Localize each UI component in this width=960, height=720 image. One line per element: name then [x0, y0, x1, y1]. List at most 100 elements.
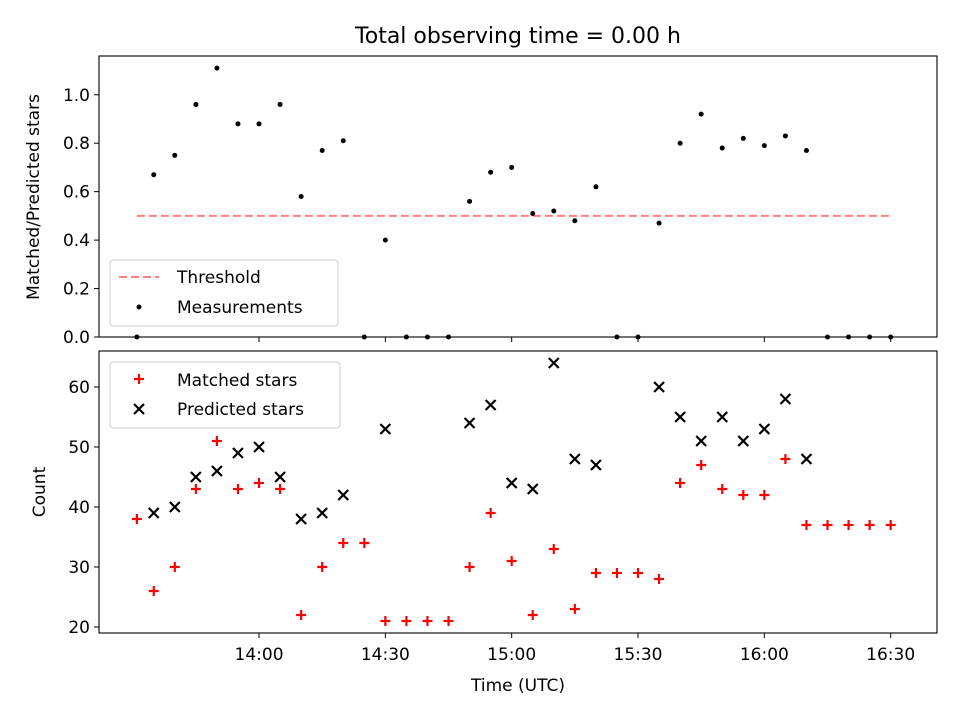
legend-threshold-label: Threshold [176, 268, 261, 288]
predicted-star-point [758, 423, 771, 435]
top-y-tick-label: 0.4 [63, 231, 90, 251]
predicted-star-point [800, 453, 813, 465]
measurement-point [761, 143, 767, 149]
top-panel: 0.0 0.2 0.4 0.6 0.8 1.0 Matched/Predicted sta… [24, 55, 938, 348]
x-tick-label: 15:00 [487, 645, 536, 665]
predicted-x-b [274, 471, 286, 483]
measurement-point [172, 152, 178, 158]
matched-star-point [131, 514, 142, 524]
measurement-point [340, 138, 346, 144]
measurement-point [551, 208, 557, 214]
predicted-x-b [463, 417, 476, 429]
predicted-star-point [274, 471, 286, 483]
predicted-x-b [169, 501, 181, 513]
legend-predicted-swatch [133, 403, 145, 415]
matched-star-point [738, 490, 749, 500]
bottom-legend-box [109, 361, 341, 429]
matched-star-point [148, 586, 159, 596]
predicted-x-b [695, 435, 707, 447]
predicted-star-point [337, 489, 350, 501]
predicted-star-point [653, 381, 665, 393]
matched-star-point [759, 490, 770, 500]
bottom-y-tick-label: 40 [68, 498, 90, 518]
matched-star-point [527, 610, 538, 620]
top-y-tick-label: 0.0 [63, 328, 90, 348]
matched-star-point [338, 538, 349, 548]
matched-star-point [232, 484, 243, 494]
predicted-x-b [548, 357, 560, 369]
matched-star-point [569, 604, 580, 614]
predicted-x-b [569, 453, 581, 465]
matched-star-point [506, 556, 517, 566]
top-y-axis-label: Matched/Predicted stars [24, 94, 44, 300]
predicted-x-b [526, 483, 539, 495]
top-legend: Threshold Measurements [109, 259, 339, 327]
matched-star-point [317, 562, 328, 572]
predicted-star-point [316, 507, 328, 519]
measurement-point [740, 135, 746, 141]
bottom-y-tick-label: 20 [68, 618, 90, 638]
predicted-x-b [316, 507, 328, 519]
measurement-point [193, 101, 199, 107]
predicted-x-b [295, 513, 307, 525]
legend-matched-swatch [134, 374, 144, 384]
matched-star-point [780, 454, 791, 464]
chart-title: Total observing time = 0.00 h [354, 24, 681, 49]
bottom-y-tick-label: 60 [68, 378, 90, 398]
matched-star-point [696, 460, 707, 470]
predicted-x-b [484, 399, 497, 411]
matched-star-point [633, 568, 644, 578]
predicted-x-b [800, 453, 813, 465]
predicted-star-point [463, 417, 476, 429]
measurement-point [656, 220, 662, 226]
predicted-star-point [779, 393, 792, 405]
predicted-star-point [295, 513, 307, 525]
bottom-x-axis-ticks: 14:00 14:30 15:00 15:30 16:00 16:30 [235, 633, 915, 665]
predicted-star-point [590, 459, 602, 471]
measurement-point [530, 210, 536, 216]
measurement-point [698, 111, 704, 117]
top-y-tick-label: 0.8 [63, 134, 90, 154]
measurement-point [214, 65, 220, 71]
measurement-point [782, 133, 788, 139]
bottom-y-axis-ticks: 20 30 40 50 60 [68, 378, 99, 638]
predicted-star-point [569, 453, 581, 465]
matched-star-point [401, 616, 412, 626]
predicted-x-b [253, 441, 265, 453]
predicted-star-point [211, 465, 223, 477]
matched-star-point [801, 520, 812, 530]
matched-star-point [169, 562, 180, 572]
measurement-point [256, 121, 262, 127]
measurement-point [151, 172, 157, 178]
predicted-x-b [190, 471, 202, 483]
measurement-point [677, 140, 683, 146]
x-axis-label: Time (UTC) [470, 676, 565, 696]
matched-star-point [548, 544, 559, 554]
measurement-point [803, 147, 809, 153]
predicted-star-point [505, 477, 518, 489]
measurement-point [467, 198, 473, 204]
matched-star-point [654, 574, 665, 584]
x-tick-label: 15:30 [614, 645, 663, 665]
matched-star-point [590, 568, 601, 578]
matched-star-point [359, 538, 370, 548]
measurement-point [593, 184, 599, 190]
matched-star-point [822, 520, 833, 530]
top-x-axis-ticks [258, 337, 892, 342]
matched-star-point [422, 616, 433, 626]
matched-star-point [717, 484, 728, 494]
measurement-point [277, 101, 283, 107]
predicted-x-b [674, 411, 686, 423]
matched-star-point [485, 508, 496, 518]
bottom-y-tick-label: 50 [68, 438, 90, 458]
top-y-tick-label: 0.2 [63, 280, 90, 300]
legend-predicted-label: Predicted stars [177, 400, 304, 420]
matched-star-point [380, 616, 391, 626]
matched-star-point [843, 520, 854, 530]
predicted-star-point [548, 357, 560, 369]
predicted-star-point [169, 501, 181, 513]
top-y-tick-label: 0.6 [63, 183, 90, 203]
matched-star-point [296, 610, 307, 620]
predicted-star-point [674, 411, 686, 423]
